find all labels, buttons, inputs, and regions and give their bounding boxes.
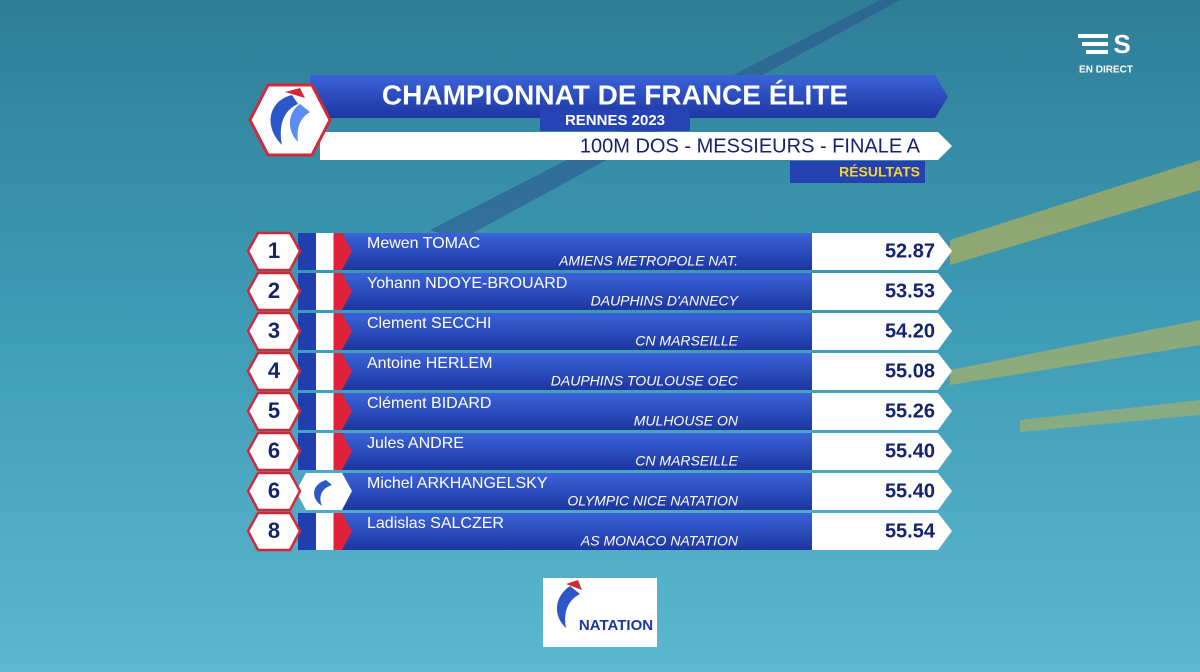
name-band <box>340 313 812 350</box>
event: 100M DOS - MESSIEURS - FINALE A <box>580 135 921 157</box>
footer-logo-text: NATATION <box>579 617 653 634</box>
subtitle: RENNES 2023 <box>565 112 665 129</box>
name-band <box>340 353 812 390</box>
club: OLYMPIC NICE NATATION <box>567 493 739 509</box>
time: 55.40 <box>885 480 935 502</box>
rank: 1 <box>268 238 280 263</box>
time: 54.20 <box>885 320 935 342</box>
lane-rope <box>950 320 1200 385</box>
time: 53.53 <box>885 280 935 302</box>
flag <box>298 393 352 430</box>
label-band <box>790 161 925 183</box>
swimmer-name: Yohann NDOYE-BROUARD <box>367 275 567 292</box>
rank: 5 <box>268 398 280 423</box>
swimmer-name: Jules ANDRE <box>367 435 464 452</box>
title: CHAMPIONNAT DE FRANCE ÉLITE <box>382 79 848 110</box>
subtitle-band <box>540 110 690 131</box>
rank-box <box>246 431 302 472</box>
club-logo-mark <box>314 480 332 506</box>
flag <box>298 233 352 270</box>
club: AS MONACO NATATION <box>580 533 739 549</box>
rank: 3 <box>268 318 280 343</box>
rank-box <box>246 271 302 312</box>
flag <box>298 433 352 470</box>
name-band <box>340 473 812 510</box>
time: 55.40 <box>885 440 935 462</box>
time: 55.08 <box>885 360 935 382</box>
rank-box <box>246 351 302 392</box>
name-band <box>340 513 812 550</box>
rank-box <box>246 231 302 272</box>
swimmer-name: Clement SECCHI <box>367 315 491 332</box>
rank: 6 <box>268 438 280 463</box>
rank-box <box>246 391 302 432</box>
federation-logo <box>248 83 332 157</box>
rank: 8 <box>268 518 280 543</box>
results-table: 1 Mewen TOMAC AMIENS METROPOLE NAT. 52.87 2 Y… <box>246 231 952 552</box>
footer-logo: NATATION <box>543 578 657 647</box>
rank-box <box>246 471 302 512</box>
svg-text:S: S <box>1113 29 1130 59</box>
club-logo <box>296 473 352 510</box>
flag <box>298 273 352 310</box>
club: AMIENS METROPOLE NAT. <box>558 253 738 269</box>
lane-rope <box>950 160 1200 265</box>
channel-logo: S EN DIRECT <box>1078 29 1133 76</box>
time: 55.26 <box>885 400 935 422</box>
club: CN MARSEILLE <box>635 333 738 349</box>
swimmer-name: Antoine HERLEM <box>367 355 492 372</box>
swimmer-name: Ladislas SALCZER <box>367 515 504 532</box>
results-label: RÉSULTATS <box>839 164 920 180</box>
name-band <box>340 273 812 310</box>
time: 55.54 <box>885 520 936 542</box>
name-band <box>340 233 812 270</box>
flag <box>298 313 352 350</box>
club: CN MARSEILLE <box>635 453 738 469</box>
rank-box <box>246 511 302 552</box>
flag <box>298 353 352 390</box>
rank: 6 <box>268 478 280 503</box>
time: 52.87 <box>885 240 935 262</box>
event-band <box>320 132 952 160</box>
live-label: EN DIRECT <box>1079 65 1133 76</box>
lane-rope <box>1020 400 1200 432</box>
name-band <box>340 433 812 470</box>
rank: 4 <box>268 358 281 383</box>
title-band <box>310 75 948 118</box>
club: DAUPHINS D'ANNECY <box>591 293 740 309</box>
name-band <box>340 393 812 430</box>
swimmer-name: Clément BIDARD <box>367 395 491 412</box>
swimmer-name: Mewen TOMAC <box>367 235 480 252</box>
club: DAUPHINS TOULOUSE OEC <box>551 373 739 389</box>
swimmer-name: Michel ARKHANGELSKY <box>367 475 548 492</box>
club: MULHOUSE ON <box>634 413 739 429</box>
rank-box <box>246 311 302 352</box>
flag <box>298 513 352 550</box>
rank: 2 <box>268 278 280 303</box>
